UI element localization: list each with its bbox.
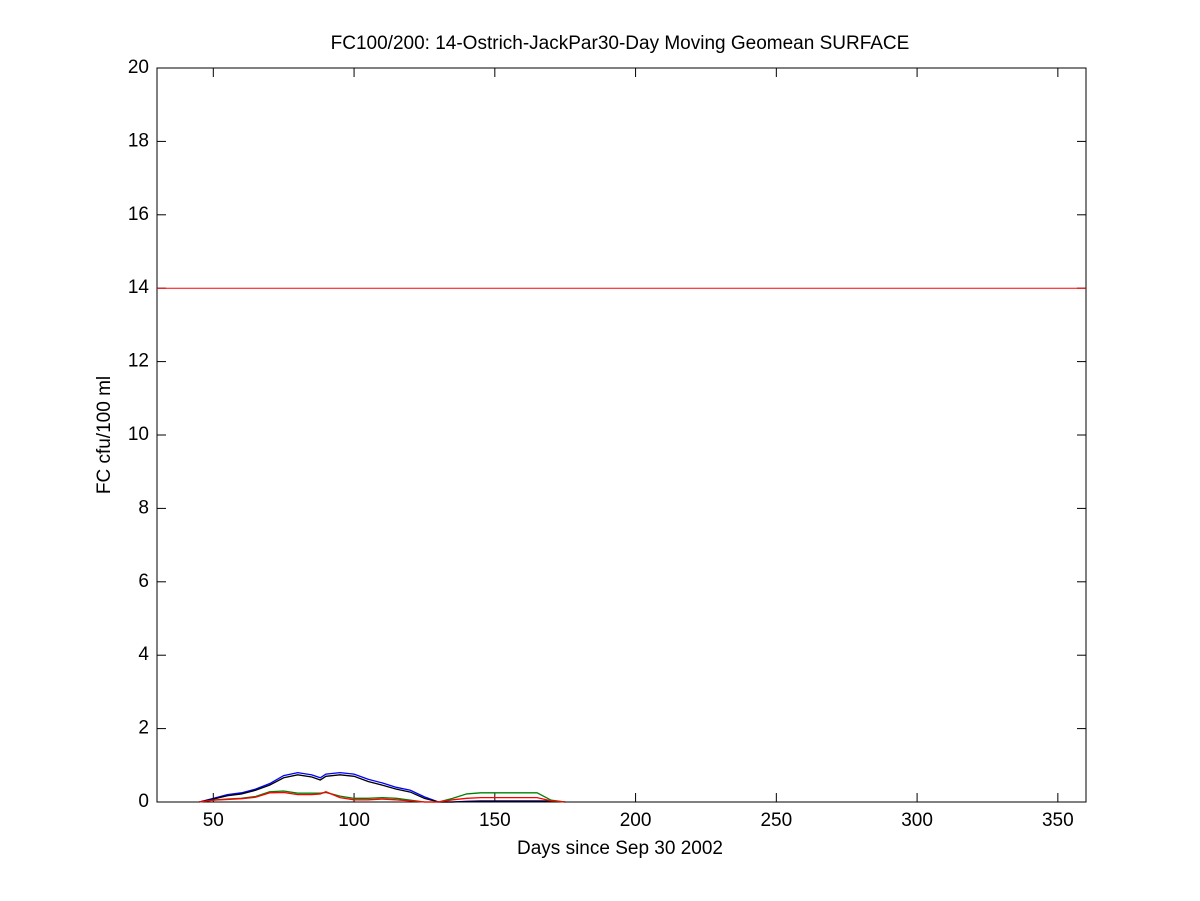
x-tick-label: 350 bbox=[1042, 810, 1074, 831]
x-tick-label: 200 bbox=[620, 810, 652, 831]
x-tick-label: 150 bbox=[479, 810, 511, 831]
x-tick-label: 250 bbox=[760, 810, 792, 831]
y-tick-label: 0 bbox=[138, 791, 149, 812]
y-axis-label: FC cfu/100 ml bbox=[94, 376, 115, 494]
x-tick-label: 100 bbox=[338, 810, 370, 831]
y-tick-label: 12 bbox=[128, 351, 149, 372]
y-tick-label: 20 bbox=[128, 57, 149, 78]
x-tick-label: 50 bbox=[203, 810, 224, 831]
x-axis-label: Days since Sep 30 2002 bbox=[517, 838, 723, 859]
data-line bbox=[199, 774, 566, 803]
y-tick-label: 18 bbox=[128, 130, 149, 151]
y-tick-label: 10 bbox=[128, 424, 149, 445]
data-line bbox=[199, 791, 566, 803]
y-tick-label: 6 bbox=[138, 571, 149, 592]
y-tick-label: 2 bbox=[138, 718, 149, 739]
y-tick-label: 4 bbox=[138, 644, 149, 665]
data-line bbox=[199, 790, 566, 803]
y-tick-label: 8 bbox=[138, 497, 149, 518]
chart-title: FC100/200: 14-Ostrich-JackPar30-Day Movi… bbox=[331, 33, 910, 54]
y-tick-label: 14 bbox=[128, 277, 150, 298]
y-tick-label: 16 bbox=[128, 204, 149, 225]
x-tick-label: 300 bbox=[901, 810, 933, 831]
